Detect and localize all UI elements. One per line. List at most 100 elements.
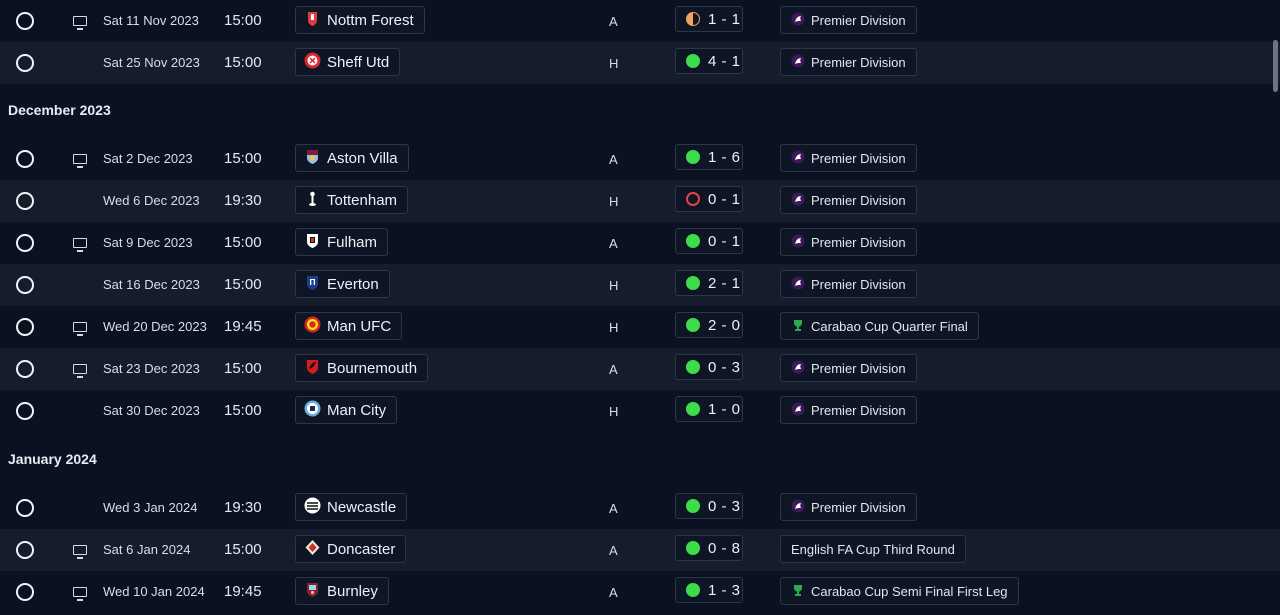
fixture-row[interactable]: Sat 2 Dec 2023 15:00 Aston Villa A 1 - 6 Prem… xyxy=(0,138,1280,180)
result-button[interactable]: 1 - 3 xyxy=(675,577,743,603)
result-win-icon xyxy=(686,541,700,555)
competition-button[interactable]: Premier Division xyxy=(780,270,917,298)
man-city-crest-icon xyxy=(304,400,321,421)
competition-name: Premier Division xyxy=(811,150,906,166)
select-radio[interactable] xyxy=(16,499,34,517)
venue: A xyxy=(609,152,618,167)
competition-name: Carabao Cup Semi Final First Leg xyxy=(811,583,1008,599)
fixture-date: Sat 25 Nov 2023 xyxy=(103,55,200,70)
competition-button[interactable]: Premier Division xyxy=(780,493,917,521)
opponent-button[interactable]: Nottm Forest xyxy=(295,6,425,34)
fixture-time: 19:30 xyxy=(224,499,262,516)
aston-villa-crest-icon xyxy=(304,148,321,169)
result-button[interactable]: 1 - 1 xyxy=(675,6,743,32)
tv-icon xyxy=(73,238,87,252)
opponent-button[interactable]: Bournemouth xyxy=(295,354,429,382)
opponent-button[interactable]: Tottenham xyxy=(295,186,409,214)
competition-button[interactable]: Carabao Cup Semi Final First Leg xyxy=(780,577,1019,605)
opponent-name: Aston Villa xyxy=(327,149,398,167)
select-radio[interactable] xyxy=(16,234,34,252)
result-button[interactable]: 0 - 3 xyxy=(675,354,743,380)
result-button[interactable]: 1 - 6 xyxy=(675,144,743,170)
competition-button[interactable]: English FA Cup Third Round xyxy=(780,535,966,563)
competition-button[interactable]: Premier Division xyxy=(780,6,917,34)
competition-button[interactable]: Premier Division xyxy=(780,48,917,76)
opponent-button[interactable]: Burnley xyxy=(295,577,389,605)
result-win-icon xyxy=(686,54,700,68)
scrollbar-thumb[interactable] xyxy=(1273,40,1278,92)
competition-button[interactable]: Premier Division xyxy=(780,228,917,256)
opponent-name: Man UFC xyxy=(327,317,392,335)
opponent-button[interactable]: Newcastle xyxy=(295,493,408,521)
fixture-row[interactable]: Wed 20 Dec 2023 19:45 Man UFC H 2 - 0 Carabao… xyxy=(0,306,1280,348)
fixture-row[interactable]: Sat 11 Nov 2023 15:00 Nottm Forest A 1 - 1 Pr… xyxy=(0,0,1280,42)
select-radio[interactable] xyxy=(16,402,34,420)
result-win-icon xyxy=(686,499,700,513)
result-win-icon xyxy=(686,583,700,597)
opponent-button[interactable]: Sheff Utd xyxy=(295,48,401,76)
opponent-button[interactable]: Man City xyxy=(295,396,398,424)
select-radio[interactable] xyxy=(16,192,34,210)
result-button[interactable]: 2 - 1 xyxy=(675,270,743,296)
competition-name: Premier Division xyxy=(811,402,906,418)
fixture-row[interactable]: Sat 30 Dec 2023 15:00 Man City H 1 - 0 Premie… xyxy=(0,390,1280,432)
select-radio[interactable] xyxy=(16,276,34,294)
competition-button[interactable]: Premier Division xyxy=(780,396,917,424)
fixture-row[interactable]: Sat 6 Jan 2024 15:00 Doncaster A 0 - 8 Englis… xyxy=(0,529,1280,571)
result-button[interactable]: 0 - 3 xyxy=(675,493,743,519)
score: 0 - 8 xyxy=(708,539,741,557)
fixture-time: 19:45 xyxy=(224,318,262,335)
select-radio[interactable] xyxy=(16,12,34,30)
score: 1 - 3 xyxy=(708,581,741,599)
competition-name: Premier Division xyxy=(811,54,906,70)
competition-button[interactable]: Premier Division xyxy=(780,144,917,172)
result-loss-icon xyxy=(686,192,700,206)
result-button[interactable]: 4 - 1 xyxy=(675,48,743,74)
venue: A xyxy=(609,236,618,251)
select-radio[interactable] xyxy=(16,583,34,601)
carabao-cup-icon xyxy=(791,583,805,600)
opponent-button[interactable]: Man UFC xyxy=(295,312,403,340)
tv-icon xyxy=(73,364,87,378)
select-radio[interactable] xyxy=(16,54,34,72)
tv-icon xyxy=(73,545,87,559)
fixture-row[interactable]: Wed 3 Jan 2024 19:30 Newcastle A 0 - 3 Premie… xyxy=(0,487,1280,529)
result-button[interactable]: 1 - 0 xyxy=(675,396,743,422)
fulham-crest-icon xyxy=(304,232,321,253)
select-radio[interactable] xyxy=(16,360,34,378)
fixture-date: Wed 10 Jan 2024 xyxy=(103,584,205,599)
select-radio[interactable] xyxy=(16,150,34,168)
fixture-date: Sat 30 Dec 2023 xyxy=(103,403,200,418)
venue: H xyxy=(609,278,619,293)
competition-button[interactable]: Premier Division xyxy=(780,186,917,214)
select-radio[interactable] xyxy=(16,318,34,336)
competition-name: Premier Division xyxy=(811,192,906,208)
opponent-button[interactable]: Aston Villa xyxy=(295,144,409,172)
score: 0 - 1 xyxy=(708,232,741,250)
competition-button[interactable]: Premier Division xyxy=(780,354,917,382)
burnley-crest-icon xyxy=(304,581,321,602)
newcastle-crest-icon xyxy=(304,497,321,518)
fixture-row[interactable]: Sat 25 Nov 2023 15:00 Sheff Utd H 4 - 1 Premi… xyxy=(0,42,1280,84)
opponent-button[interactable]: Doncaster xyxy=(295,535,407,563)
opponent-name: Bournemouth xyxy=(327,359,418,377)
select-radio[interactable] xyxy=(16,541,34,559)
opponent-button[interactable]: Fulham xyxy=(295,228,389,256)
fixture-row[interactable]: Sat 23 Dec 2023 15:00 Bournemouth A 0 - 3 Pre… xyxy=(0,348,1280,390)
opponent-name: Nottm Forest xyxy=(327,11,414,29)
competition-name: English FA Cup Third Round xyxy=(791,541,955,557)
fixture-row[interactable]: Sat 16 Dec 2023 15:00 Everton H 2 - 1 Premier… xyxy=(0,264,1280,306)
result-button[interactable]: 0 - 1 xyxy=(675,186,743,212)
fixture-row[interactable]: Wed 6 Dec 2023 19:30 Tottenham H 0 - 1 Premie… xyxy=(0,180,1280,222)
competition-button[interactable]: Carabao Cup Quarter Final xyxy=(780,312,979,340)
score: 0 - 3 xyxy=(708,358,741,376)
venue: H xyxy=(609,194,619,209)
opponent-button[interactable]: Everton xyxy=(295,270,390,298)
score: 0 - 3 xyxy=(708,497,741,515)
result-button[interactable]: 0 - 8 xyxy=(675,535,743,561)
fixture-row[interactable]: Wed 10 Jan 2024 19:45 Burnley A 1 - 3 Carabao… xyxy=(0,571,1280,613)
result-button[interactable]: 2 - 0 xyxy=(675,312,743,338)
fixture-row[interactable]: Sat 9 Dec 2023 15:00 Fulham A 0 - 1 Premier D… xyxy=(0,222,1280,264)
result-button[interactable]: 0 - 1 xyxy=(675,228,743,254)
premier-league-icon xyxy=(791,499,805,516)
